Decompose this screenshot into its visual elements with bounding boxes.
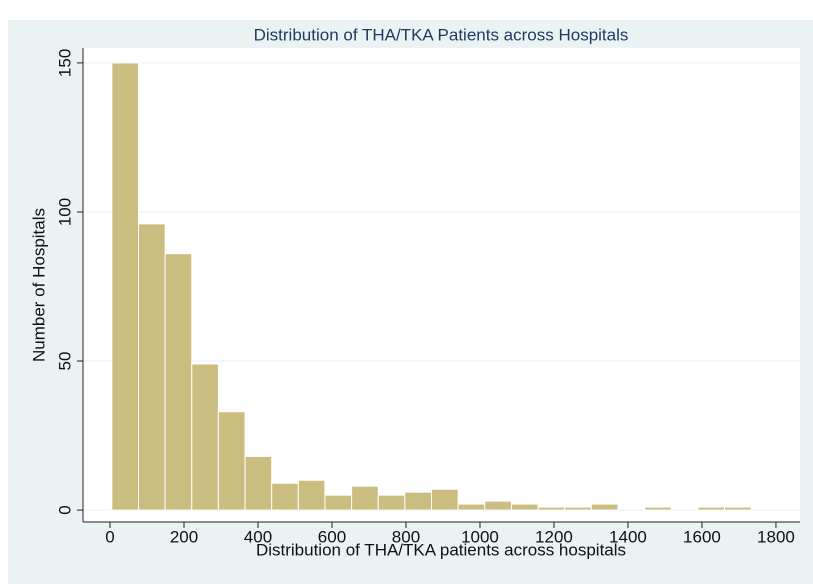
x-tick-label: 1000 [461, 527, 499, 546]
x-tick-label: 800 [392, 527, 420, 546]
bar [164, 253, 193, 511]
x-tick-label: 0 [105, 527, 114, 546]
bar [404, 491, 433, 511]
chart-title: Distribution of THA/TKA Patients across … [254, 25, 629, 44]
bar [191, 363, 219, 511]
bar [644, 506, 672, 511]
bar [564, 506, 592, 511]
x-axis-title: Distribution of THA/TKA patients across … [256, 540, 626, 559]
x-tick-label: 400 [244, 527, 272, 546]
bar [324, 494, 353, 511]
bar [537, 506, 566, 511]
x-tick-label: 600 [318, 527, 346, 546]
x-tick-label: 1400 [609, 527, 647, 546]
bar [724, 506, 752, 511]
x-tick-label: 1800 [757, 527, 795, 546]
y-tick-label: 100 [55, 198, 74, 226]
y-axis-title: Number of Hospitals [29, 208, 48, 362]
bar [377, 494, 406, 511]
x-tick-label: 200 [170, 527, 198, 546]
bar [590, 503, 619, 511]
x-tick-label: 1600 [683, 527, 721, 546]
y-tick-label: 50 [55, 352, 74, 371]
bar [217, 411, 246, 511]
bar [351, 485, 379, 511]
bar [697, 506, 726, 511]
bar [510, 503, 539, 511]
bar [244, 455, 273, 511]
bar [137, 223, 166, 511]
bar [271, 482, 299, 511]
bar [431, 488, 459, 511]
bar [297, 479, 326, 511]
bar [457, 503, 486, 511]
y-tick-label: 0 [55, 505, 74, 514]
x-tick-label: 1200 [535, 527, 573, 546]
bar [111, 62, 139, 511]
y-tick-label: 150 [55, 49, 74, 77]
bar [484, 500, 512, 511]
